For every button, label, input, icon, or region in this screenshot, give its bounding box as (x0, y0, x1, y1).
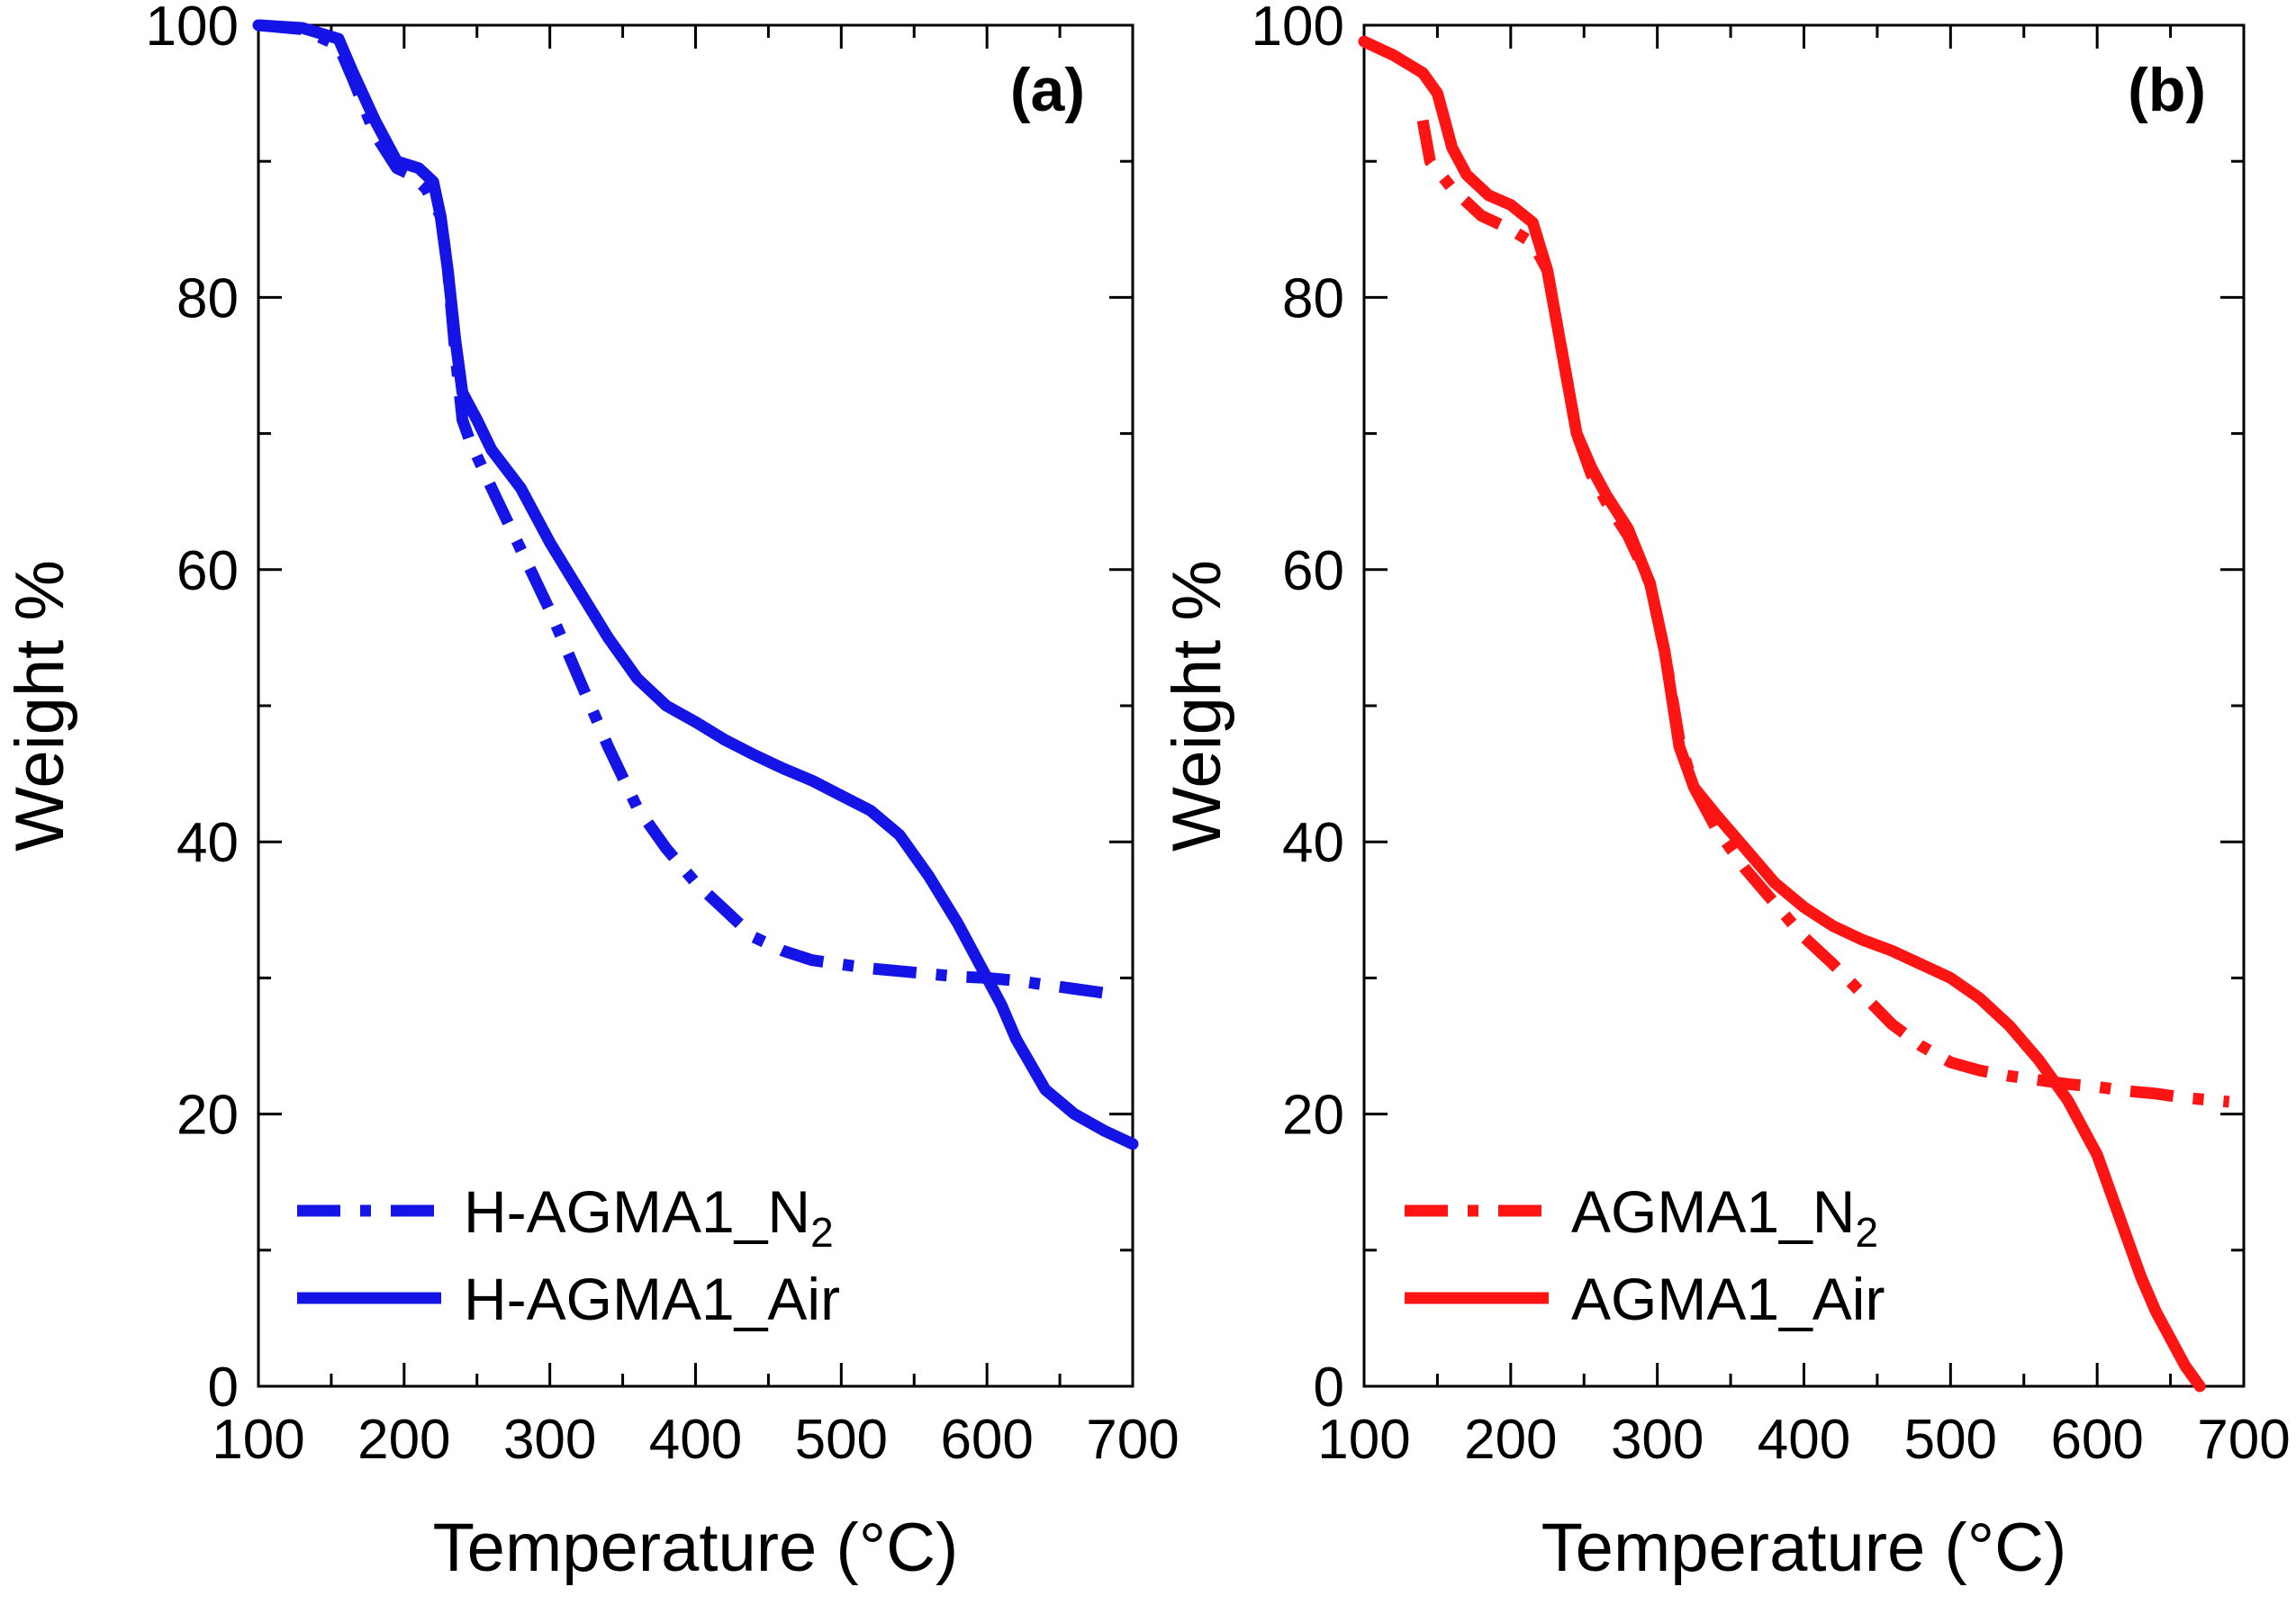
panel-b-y-tick-label: 40 (1282, 812, 1344, 874)
panel-a-y-tick-label: 100 (146, 0, 239, 58)
panel-a-y-tick-label: 0 (208, 1357, 239, 1419)
panel-b-y-axis-title: Weight % (1159, 560, 1235, 852)
panel-a-chart: 100 200 300 400 500 600 700 0 20 40 60 80 100 Tempera… (2, 0, 1180, 1586)
panel-b-chart: 100 200 300 400 500 600 700 0 20 40 60 80 100 Tempera… (1159, 0, 2291, 1586)
panel-b-legend-label-n2: AGMA1_N2 (1571, 1178, 1878, 1256)
panel-b-y-tick-label: 100 (1252, 0, 1344, 58)
panel-a-legend-label-n2: H-AGMA1_N2 (464, 1178, 834, 1256)
panel-a-x-tick-label: 400 (649, 1409, 742, 1471)
panel-b-x-tick-label: 300 (1611, 1409, 1704, 1471)
panel-a-x-tick-label: 500 (795, 1409, 888, 1471)
panel-a-y-tick-label: 40 (176, 812, 239, 874)
panel-a-y-tick-label: 20 (176, 1085, 239, 1147)
panel-a-x-tick-label: 100 (212, 1409, 304, 1471)
panel-b-x-axis-title: Temperature (°C) (1541, 1510, 2067, 1586)
panel-a-series-n2-line (258, 19, 1119, 1000)
panel-b-x-tick-label: 600 (2050, 1409, 2143, 1471)
panel-b-x-tick-label: 400 (1758, 1409, 1850, 1471)
panel-a-label: (a) (1010, 56, 1085, 124)
panel-a-y-tick-label: 60 (176, 540, 239, 602)
panel-b-x-tick-label: 500 (1904, 1409, 1997, 1471)
panel-a-series-air-line (252, 19, 1139, 1150)
panel-a-legend-label-air: H-AGMA1_Air (464, 1266, 840, 1332)
panel-b-x-tick-label: 100 (1317, 1409, 1410, 1471)
panel-b-y-tick-label: 80 (1282, 267, 1344, 329)
panel-a-x-tick-label: 600 (940, 1409, 1033, 1471)
panel-b-series-air-line (1358, 35, 2206, 1393)
panel-b-y-tick-label: 0 (1314, 1357, 1344, 1419)
panel-a-x-axis-title: Temperature (°C) (433, 1510, 959, 1586)
panel-b-x-tick-label: 700 (2197, 1409, 2290, 1471)
panel-b-y-tick-label: 20 (1282, 1085, 1344, 1147)
panel-b-y-tick-label: 60 (1282, 540, 1344, 602)
panel-a-y-tick-label: 80 (176, 267, 239, 329)
panel-b-legend-label-air: AGMA1_Air (1571, 1266, 1885, 1332)
panel-a-y-axis-title: Weight % (2, 560, 78, 852)
panel-a-x-tick-label: 700 (1086, 1409, 1179, 1471)
panel-b-label: (b) (2128, 56, 2206, 124)
panel-b-x-tick-label: 200 (1464, 1409, 1557, 1471)
panel-a-x-tick-label: 200 (357, 1409, 450, 1471)
panel-a-x-tick-label: 300 (503, 1409, 596, 1471)
